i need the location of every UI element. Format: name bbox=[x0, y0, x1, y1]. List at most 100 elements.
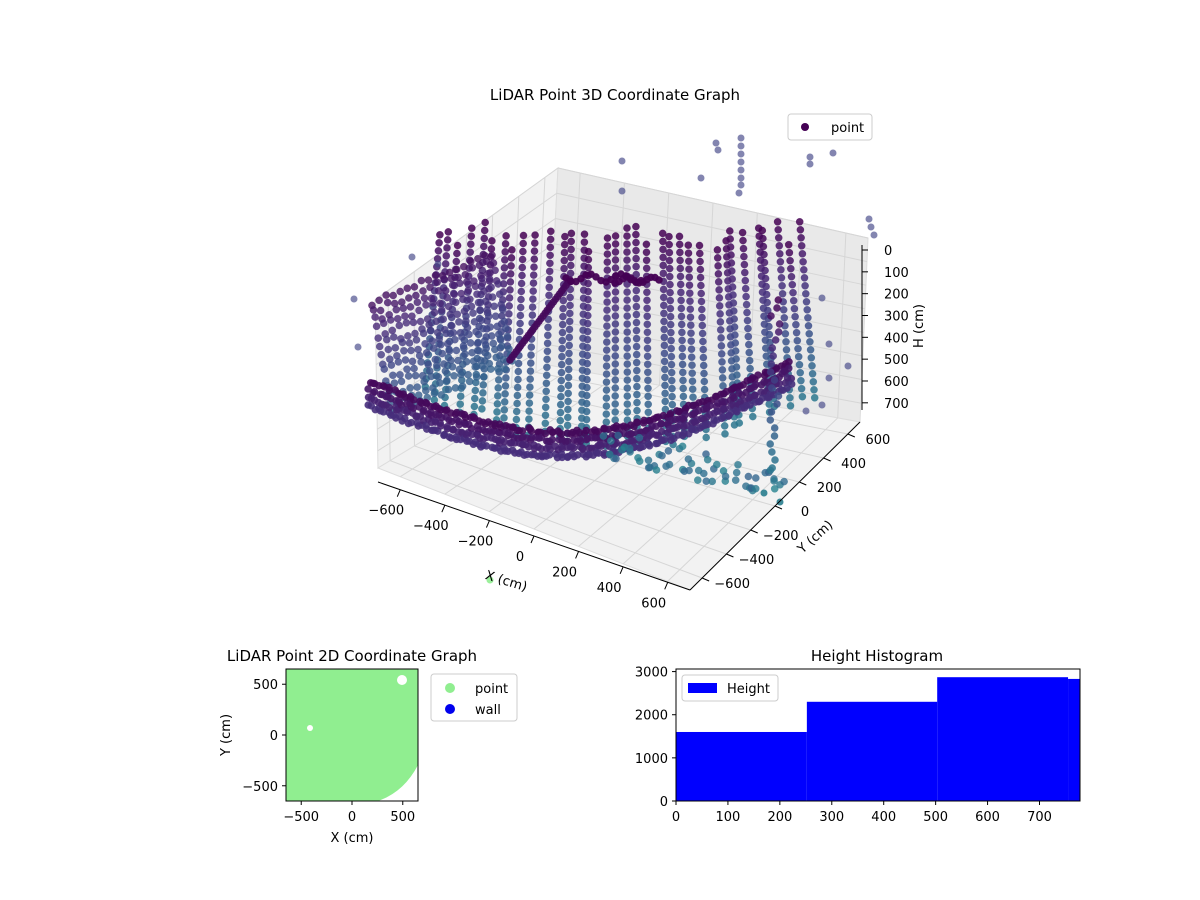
point-3d bbox=[611, 400, 620, 408]
grid-line-3d bbox=[389, 460, 703, 579]
point-3d bbox=[632, 326, 641, 335]
point-3d bbox=[706, 401, 714, 410]
gap-2d bbox=[307, 725, 313, 731]
y-tick-label-histogram: 2000 bbox=[635, 709, 668, 724]
point-3d bbox=[729, 307, 738, 315]
point-3d bbox=[678, 360, 687, 369]
point-3d bbox=[506, 278, 515, 286]
point-3d bbox=[387, 361, 396, 369]
point-3d bbox=[700, 385, 709, 394]
point-3d bbox=[374, 334, 383, 342]
point-3d bbox=[716, 318, 725, 326]
point-3d bbox=[489, 259, 498, 267]
point-3d bbox=[446, 310, 455, 319]
point-3d bbox=[543, 347, 552, 356]
point-3d-outlier bbox=[870, 231, 878, 239]
point-3d bbox=[743, 308, 751, 317]
grid-line-3d bbox=[551, 293, 863, 357]
point-3d bbox=[583, 351, 592, 360]
point-3d bbox=[498, 305, 507, 314]
point-3d bbox=[519, 247, 527, 256]
point-3d bbox=[420, 377, 429, 386]
point-3d bbox=[792, 328, 801, 337]
point-3d bbox=[557, 368, 566, 377]
point-3d bbox=[556, 400, 565, 409]
point-3d bbox=[453, 241, 462, 250]
point-3d bbox=[642, 256, 651, 265]
point-3d bbox=[466, 339, 475, 347]
point-3d bbox=[546, 259, 554, 268]
point-3d bbox=[398, 338, 407, 347]
point-3d bbox=[688, 369, 697, 378]
x-tick-label-3d: −600 bbox=[368, 504, 404, 519]
point-3d bbox=[558, 320, 567, 329]
histogram-bars bbox=[676, 677, 1080, 801]
point-3d-outlier bbox=[354, 343, 362, 351]
point-3d bbox=[732, 363, 741, 371]
z-axis-label-3d: H (cm) bbox=[912, 304, 927, 348]
point-3d bbox=[505, 302, 514, 310]
point-3d bbox=[578, 445, 587, 454]
point-3d bbox=[512, 415, 521, 424]
point-3d bbox=[611, 312, 620, 320]
histogram-bar bbox=[806, 701, 938, 801]
x-tick-label-histogram: 600 bbox=[975, 810, 1000, 825]
point-3d bbox=[493, 408, 501, 416]
point-3d bbox=[778, 289, 787, 298]
grid-line-3d bbox=[555, 218, 867, 286]
point-3d bbox=[530, 239, 539, 247]
point-3d bbox=[475, 261, 484, 270]
point-3d bbox=[529, 287, 538, 295]
point-3d bbox=[447, 321, 456, 330]
y-tick-label-3d: −400 bbox=[739, 553, 775, 568]
point-3d-outlier bbox=[737, 181, 745, 189]
point-3d bbox=[611, 296, 620, 304]
point-3d bbox=[565, 333, 574, 342]
point-3d bbox=[728, 283, 737, 291]
point-3d bbox=[611, 320, 620, 328]
ticks-histogram: 0 100 200 300 400 500 600 700 0 1000 2000 3000 bbox=[635, 666, 1052, 825]
point-3d bbox=[748, 412, 757, 421]
point-3d bbox=[685, 265, 693, 274]
point-3d bbox=[664, 447, 673, 455]
point-3d bbox=[799, 265, 808, 274]
point-3d bbox=[530, 247, 539, 255]
point-3d bbox=[403, 365, 411, 374]
point-3d bbox=[686, 305, 695, 314]
point-2d bbox=[408, 669, 418, 679]
point-3d bbox=[699, 361, 708, 370]
legend-3d: point bbox=[787, 113, 873, 141]
point-3d bbox=[518, 255, 527, 264]
point-3d bbox=[678, 336, 686, 345]
point-3d bbox=[467, 302, 476, 311]
point-3d bbox=[501, 248, 510, 256]
point-3d bbox=[394, 358, 403, 366]
x-tick-label-histogram: 500 bbox=[923, 810, 948, 825]
point-3d bbox=[480, 226, 489, 235]
z-tick-label-3d: 100 bbox=[884, 266, 909, 281]
point-3d bbox=[402, 318, 411, 327]
point-3d bbox=[763, 298, 772, 307]
point-3d bbox=[696, 273, 705, 282]
point-3d bbox=[693, 476, 702, 484]
point-3d bbox=[660, 349, 669, 358]
point-3d bbox=[733, 371, 741, 379]
point-3d bbox=[611, 392, 620, 400]
point-3d bbox=[493, 392, 502, 400]
point-3d bbox=[751, 391, 759, 400]
point-3d bbox=[675, 232, 684, 241]
x-tick-label-histogram: 200 bbox=[767, 810, 792, 825]
point-3d bbox=[665, 240, 674, 249]
point-3d bbox=[611, 248, 620, 256]
point-3d bbox=[632, 246, 640, 255]
point-3d bbox=[784, 240, 793, 249]
point-3d bbox=[730, 323, 739, 331]
point-3d bbox=[505, 294, 514, 302]
point-3d bbox=[740, 260, 749, 269]
point-3d bbox=[432, 317, 441, 326]
point-3d bbox=[392, 305, 401, 314]
point-3d bbox=[632, 294, 641, 303]
point-3d bbox=[688, 377, 697, 386]
point-3d bbox=[458, 333, 466, 341]
point-3d bbox=[371, 313, 379, 321]
